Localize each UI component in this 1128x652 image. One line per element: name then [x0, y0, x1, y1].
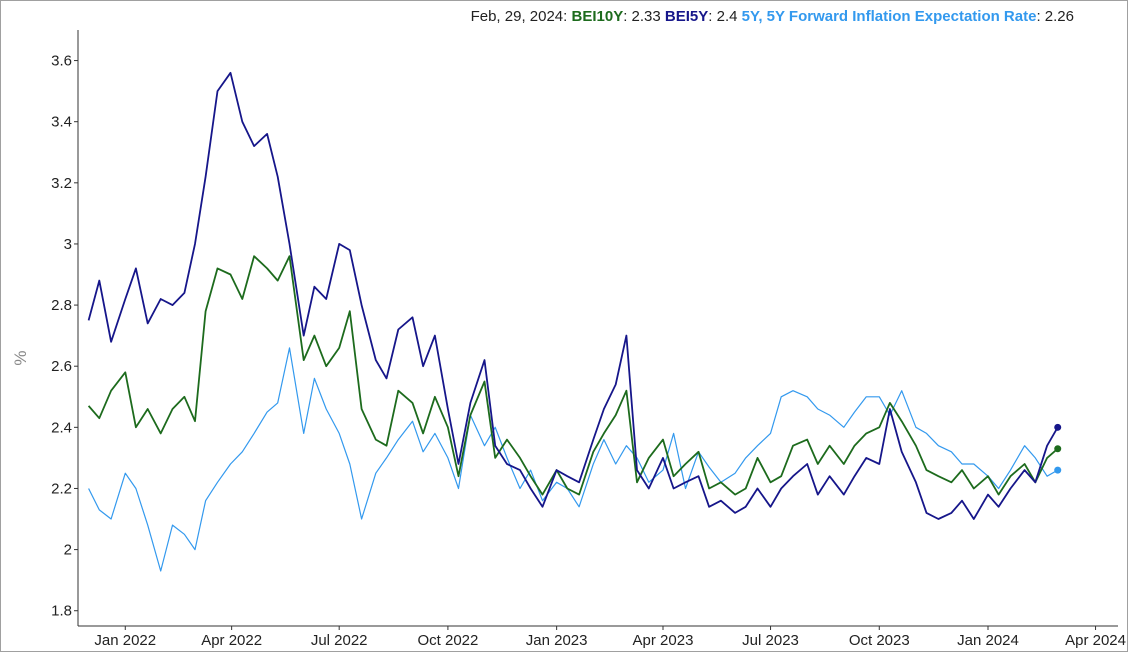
x-tick-label: Oct 2022 [417, 632, 478, 649]
legend-bei5y-name: BEI5Y [664, 8, 709, 25]
y-tick-label: 2.4 [51, 419, 72, 436]
x-tick-label: Apr 2023 [633, 632, 694, 649]
y-tick-label: 2.8 [51, 297, 72, 314]
legend-bei10y-value: 2.33 [631, 8, 661, 25]
y-tick-label: 3.6 [51, 53, 72, 70]
legend-date: Feb, 29, 2024 [470, 8, 564, 25]
x-tick-label: Apr 2024 [1065, 632, 1126, 649]
x-tick-label: Jan 2022 [94, 632, 156, 649]
chart-legend: Feb, 29, 2024: BEI10Y: 2.33 BEI5Y: 2.4 5… [470, 8, 1074, 25]
x-tick-label: Jan 2023 [526, 632, 588, 649]
y-tick-label: 1.8 [51, 603, 72, 620]
y-axis-label: % [11, 350, 30, 365]
legend-bei10y-name: BEI10Y [571, 8, 624, 25]
x-tick-label: Oct 2023 [849, 632, 910, 649]
legend-fwd-name: 5Y, 5Y Forward Inflation Expectation Rat… [741, 8, 1037, 25]
x-tick-label: Jul 2023 [742, 632, 799, 649]
x-tick-label: Apr 2022 [201, 632, 262, 649]
y-tick-label: 2.6 [51, 358, 72, 375]
series-line-5y-5y-forward-inflation-expectation-rate [88, 347, 1058, 572]
y-tick-label: 2.2 [51, 480, 72, 497]
series-line-bei5y [87, 71, 1059, 520]
series-end-marker-bei5y [1054, 423, 1062, 431]
legend-bei5y-value: 2.4 [716, 8, 738, 25]
y-tick-label: 3 [64, 236, 72, 253]
series-line-bei10y [87, 255, 1059, 496]
legend-fwd-value: 2.26 [1044, 8, 1074, 25]
series-end-marker-5y-5y-forward-inflation-expectation-rate [1054, 466, 1062, 474]
y-tick-label: 3.2 [51, 175, 72, 192]
y-tick-label: 2 [64, 542, 72, 559]
x-tick-label: Jan 2024 [957, 632, 1019, 649]
series-end-marker-bei10y [1054, 445, 1062, 453]
x-tick-label: Jul 2022 [311, 632, 368, 649]
y-tick-label: 3.4 [51, 114, 72, 131]
